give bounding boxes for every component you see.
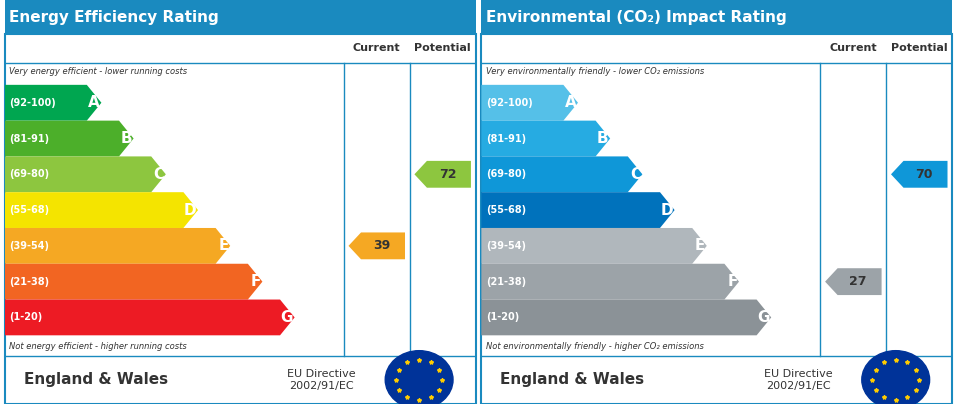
Text: E: E	[218, 238, 229, 253]
Text: Current: Current	[353, 44, 401, 53]
Circle shape	[862, 351, 929, 404]
Text: B: B	[597, 131, 609, 146]
Polygon shape	[481, 192, 675, 228]
Text: (1-20): (1-20)	[10, 312, 43, 322]
Text: A: A	[88, 95, 100, 110]
Polygon shape	[348, 232, 405, 259]
Text: 27: 27	[849, 275, 867, 288]
Polygon shape	[5, 121, 134, 156]
Text: (69-80): (69-80)	[486, 169, 526, 179]
Text: (55-68): (55-68)	[486, 205, 526, 215]
Polygon shape	[5, 85, 101, 121]
Text: Very energy efficient - lower running costs: Very energy efficient - lower running co…	[10, 67, 188, 76]
Text: England & Wales: England & Wales	[24, 372, 167, 387]
Text: G: G	[757, 310, 769, 325]
Text: Potential: Potential	[891, 44, 947, 53]
Text: (92-100): (92-100)	[10, 98, 56, 108]
Text: England & Wales: England & Wales	[501, 372, 644, 387]
Text: EU Directive
2002/91/EC: EU Directive 2002/91/EC	[764, 369, 833, 391]
Text: F: F	[727, 274, 738, 289]
Text: Not environmentally friendly - higher CO₂ emissions: Not environmentally friendly - higher CO…	[486, 343, 704, 351]
Text: 39: 39	[373, 239, 390, 252]
Polygon shape	[5, 192, 198, 228]
Text: A: A	[565, 95, 576, 110]
Text: (21-38): (21-38)	[10, 277, 50, 287]
Polygon shape	[5, 156, 166, 192]
FancyBboxPatch shape	[481, 0, 952, 34]
Polygon shape	[5, 264, 262, 299]
Text: (39-54): (39-54)	[10, 241, 50, 251]
Polygon shape	[5, 299, 295, 335]
Text: 72: 72	[438, 168, 456, 181]
Polygon shape	[481, 85, 578, 121]
Text: Current: Current	[830, 44, 878, 53]
Text: (21-38): (21-38)	[486, 277, 526, 287]
Polygon shape	[481, 156, 642, 192]
Text: 70: 70	[915, 168, 933, 181]
Polygon shape	[481, 299, 771, 335]
Text: D: D	[184, 202, 196, 218]
Polygon shape	[481, 121, 611, 156]
Text: Energy Efficiency Rating: Energy Efficiency Rating	[10, 10, 219, 25]
Text: Potential: Potential	[414, 44, 471, 53]
Text: C: C	[153, 167, 165, 182]
Text: D: D	[660, 202, 673, 218]
Polygon shape	[825, 268, 881, 295]
FancyBboxPatch shape	[5, 0, 476, 34]
Polygon shape	[481, 228, 707, 264]
Text: Very environmentally friendly - lower CO₂ emissions: Very environmentally friendly - lower CO…	[486, 67, 704, 76]
Polygon shape	[481, 264, 739, 299]
Text: F: F	[251, 274, 261, 289]
Text: EU Directive
2002/91/EC: EU Directive 2002/91/EC	[287, 369, 356, 391]
Text: (1-20): (1-20)	[486, 312, 520, 322]
Text: G: G	[280, 310, 293, 325]
Text: (39-54): (39-54)	[486, 241, 526, 251]
Text: Environmental (CO₂) Impact Rating: Environmental (CO₂) Impact Rating	[486, 10, 787, 25]
Polygon shape	[414, 161, 471, 188]
Text: (81-91): (81-91)	[486, 133, 526, 143]
Polygon shape	[891, 161, 947, 188]
Text: (81-91): (81-91)	[10, 133, 50, 143]
Text: (92-100): (92-100)	[486, 98, 533, 108]
Text: Not energy efficient - higher running costs: Not energy efficient - higher running co…	[10, 343, 188, 351]
Polygon shape	[5, 228, 231, 264]
Circle shape	[386, 351, 453, 404]
Text: E: E	[695, 238, 705, 253]
Text: (55-68): (55-68)	[10, 205, 50, 215]
Text: C: C	[630, 167, 641, 182]
Text: B: B	[121, 131, 132, 146]
Text: (69-80): (69-80)	[10, 169, 50, 179]
